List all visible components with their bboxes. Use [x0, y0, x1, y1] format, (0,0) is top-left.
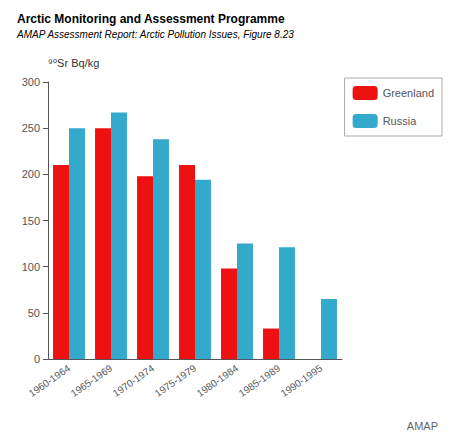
svg-text:1990-1995: 1990-1995: [279, 362, 325, 399]
svg-text:200: 200: [22, 168, 40, 180]
svg-text:Russia: Russia: [383, 115, 418, 127]
svg-text:Arctic Monitoring and Assessme: Arctic Monitoring and Assessment Program…: [17, 12, 285, 26]
svg-text:AMAP Assessment Report: Arctic: AMAP Assessment Report: Arctic Pollution…: [16, 29, 294, 40]
svg-text:250: 250: [22, 122, 40, 134]
svg-text:1965-1969: 1965-1969: [69, 362, 115, 399]
svg-text:1980-1984: 1980-1984: [195, 362, 241, 399]
svg-text:1960-1964: 1960-1964: [27, 362, 73, 399]
svg-text:AMAP: AMAP: [407, 420, 438, 432]
svg-text:300: 300: [22, 76, 40, 88]
svg-text:Greenland: Greenland: [383, 87, 434, 99]
svg-text:50: 50: [28, 307, 40, 319]
svg-text:⁹⁰Sr Bq/kg: ⁹⁰Sr Bq/kg: [48, 57, 99, 69]
svg-text:1975-1979: 1975-1979: [153, 362, 199, 399]
svg-text:0: 0: [34, 353, 40, 365]
svg-text:1970-1974: 1970-1974: [111, 362, 157, 399]
svg-text:150: 150: [22, 215, 40, 227]
svg-text:100: 100: [22, 261, 40, 273]
svg-text:1985-1989: 1985-1989: [237, 362, 283, 399]
